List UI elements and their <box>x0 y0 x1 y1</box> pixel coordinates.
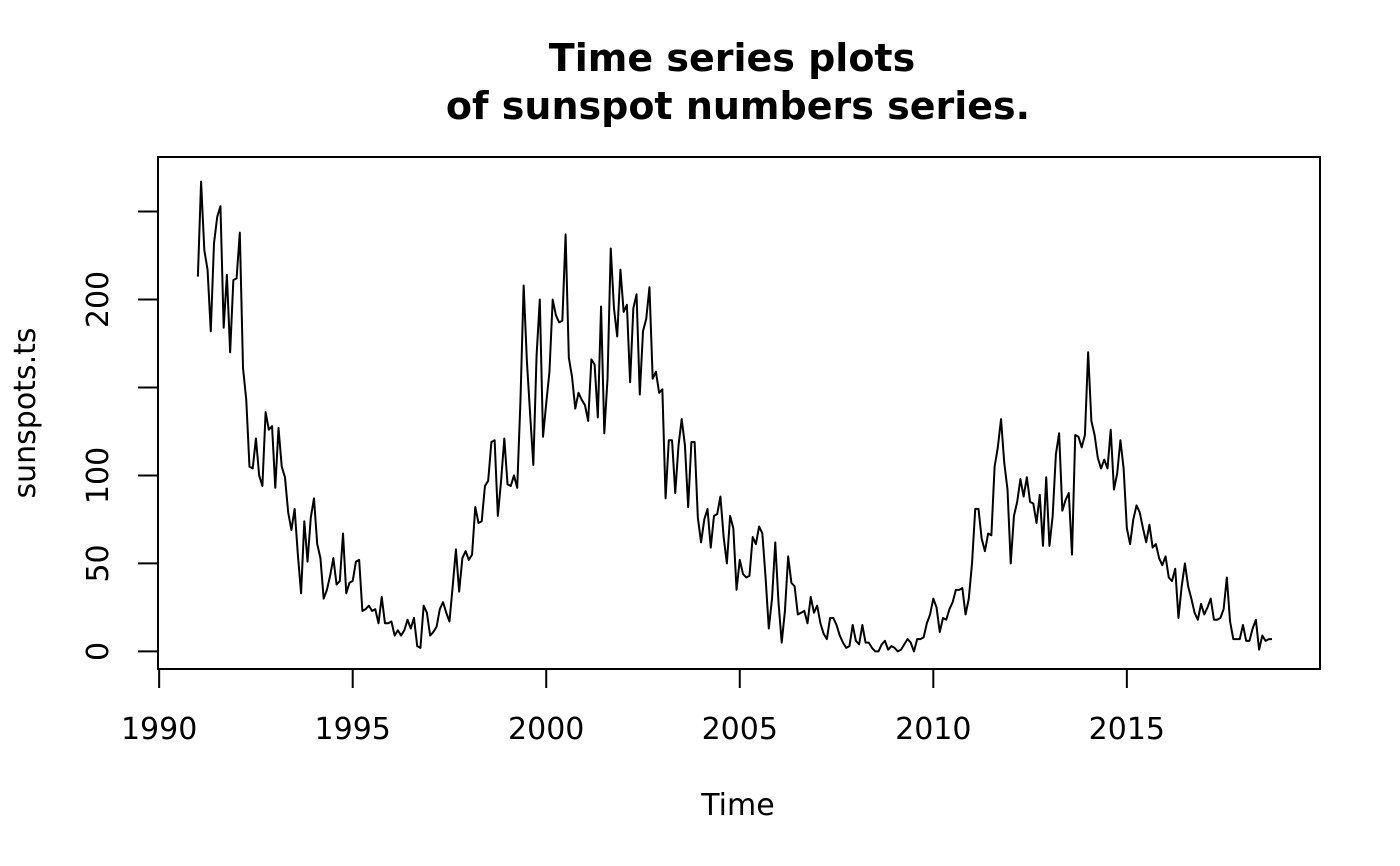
y-tick-label: 200 <box>81 271 116 328</box>
x-tick-label: 2000 <box>508 712 584 747</box>
x-tick-label: 2015 <box>1089 712 1165 747</box>
x-axis-label: Time <box>700 788 774 823</box>
x-tick-label: 2005 <box>702 712 778 747</box>
x-axis: 1990 1995 2000 2005 2010 2015 <box>121 668 1165 747</box>
y-tick-label: 50 <box>81 544 116 582</box>
y-axis-label: sunspots.ts <box>8 327 43 498</box>
chart-title-line-2: of sunspot numbers series. <box>446 84 1030 128</box>
y-tick-label: 100 <box>81 447 116 504</box>
x-tick-label: 1995 <box>315 712 391 747</box>
chart-title-line-1: Time series plots <box>549 36 915 80</box>
y-axis: 0 50 100 200 <box>81 210 159 661</box>
x-tick-label: 2010 <box>895 712 971 747</box>
plot-frame <box>157 156 1321 670</box>
sunspot-series-line <box>196 180 1272 653</box>
y-tick-label: 0 <box>81 642 116 661</box>
x-tick-label: 1990 <box>121 712 197 747</box>
